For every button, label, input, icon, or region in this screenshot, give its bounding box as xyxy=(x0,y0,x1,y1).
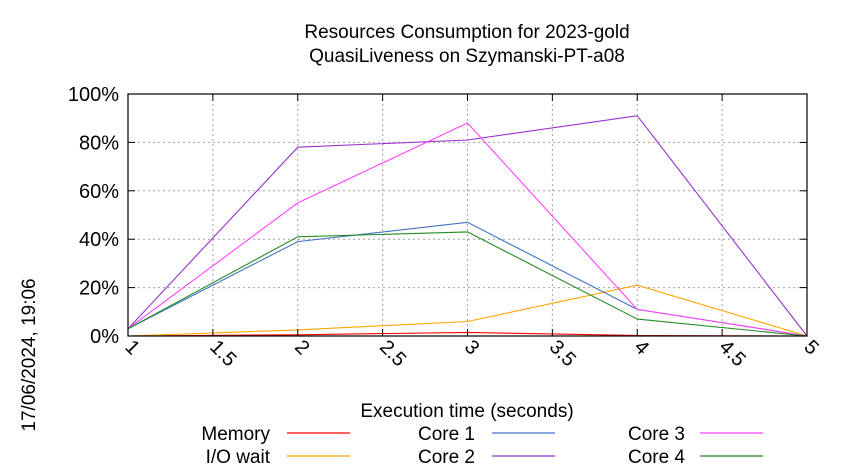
series-line-core-2 xyxy=(127,115,808,337)
legend-label: Core 1 xyxy=(418,424,475,445)
y-tick-label: 40% xyxy=(79,229,119,251)
x-tick-label: 5 xyxy=(799,336,822,359)
series-line-core-3 xyxy=(127,122,808,337)
x-axis-label: Execution time (seconds) xyxy=(360,401,573,422)
chart-subtitle: QuasiLiveness on Szymanski-PT-a08 xyxy=(309,46,625,67)
y-tick-label: 20% xyxy=(79,278,119,300)
legend-label: Core 2 xyxy=(418,447,475,468)
x-tick-label: 4 xyxy=(630,336,653,359)
series-line-core-4 xyxy=(127,231,808,337)
x-tick-label: 3.5 xyxy=(545,336,580,371)
legend-label: Memory xyxy=(201,424,270,445)
y-tick-label: 60% xyxy=(79,181,119,203)
y-tick-label: 80% xyxy=(79,132,119,154)
x-tick-label: 1 xyxy=(120,336,143,359)
y-tick-label: 100% xyxy=(68,84,119,106)
x-tick-label: 2.5 xyxy=(375,336,410,371)
series-line-i-o-wait xyxy=(127,284,808,337)
series-lines xyxy=(127,115,808,337)
legend-label: I/O wait xyxy=(206,447,271,468)
x-tick-label: 3 xyxy=(460,336,483,359)
x-axis-ticks: 1 1.5 2 2.5 3 3.5 4 4.5 5 xyxy=(120,94,823,371)
x-tick-label: 1.5 xyxy=(205,336,240,371)
legend-label: Core 4 xyxy=(628,447,685,468)
legend-label: Core 3 xyxy=(628,424,685,445)
y-tick-label: 0% xyxy=(90,326,119,348)
x-tick-label: 4.5 xyxy=(715,336,750,371)
chart-title: Resources Consumption for 2023-gold xyxy=(304,22,629,43)
grid xyxy=(128,94,807,336)
y-axis-ticks: 0% 20% 40% 60% 80% 100% xyxy=(68,84,807,348)
timestamp-label: 17/06/2024, 19:06 xyxy=(19,278,40,431)
x-tick-label: 2 xyxy=(290,336,313,359)
